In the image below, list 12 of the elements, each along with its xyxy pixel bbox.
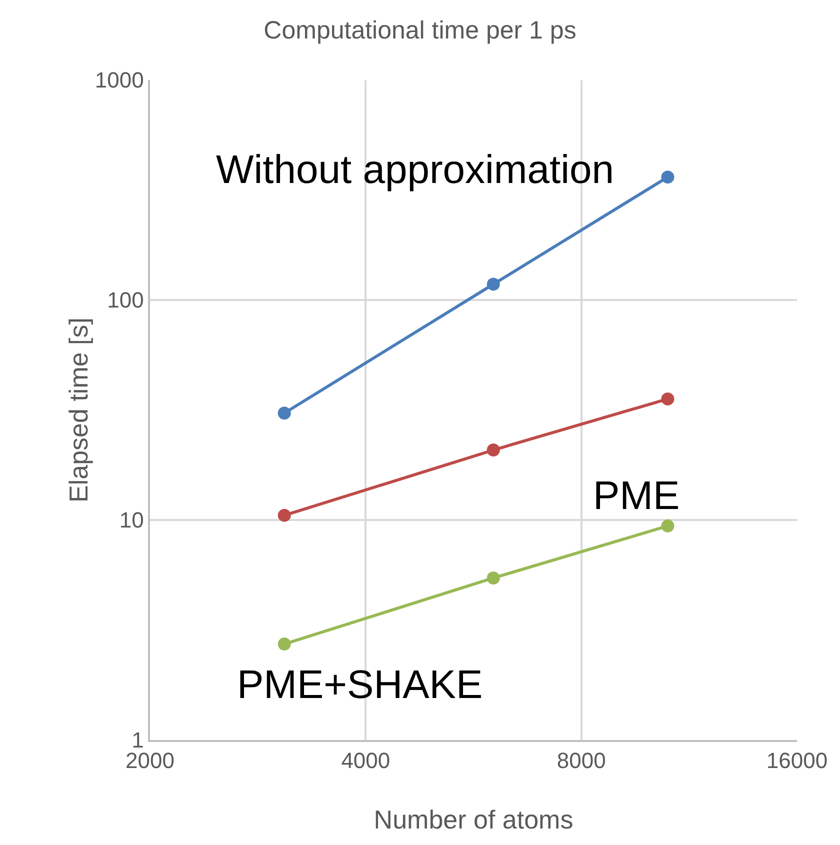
annotation: PME+SHAKE (237, 663, 483, 707)
chart-title: Computational time per 1 ps (264, 16, 576, 45)
y-tick-label: 10 (119, 508, 144, 533)
y-axis-title: Elapsed time [s] (64, 318, 94, 502)
x-axis-title: Number of atoms (374, 804, 574, 834)
y-tick-label: 1000 (94, 68, 144, 93)
x-tick-label: 4000 (341, 748, 390, 774)
x-tick-label: 16000 (766, 748, 828, 774)
y-tick-label: 100 (107, 288, 144, 313)
x-tick-label: 8000 (556, 748, 606, 774)
annotation: Without approximation (216, 148, 614, 192)
annotation: PME (593, 474, 680, 518)
